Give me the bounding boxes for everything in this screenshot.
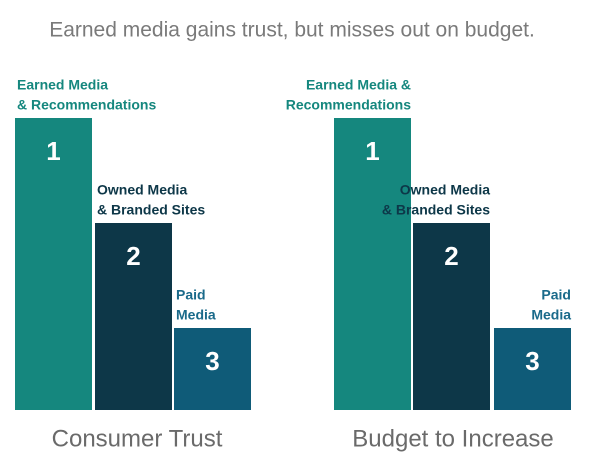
- bar-label: Owned Media: [97, 182, 187, 198]
- bar-label: Recommendations: [286, 97, 411, 113]
- rank-number: 2: [444, 241, 458, 271]
- rank-number: 1: [46, 136, 60, 166]
- bar-label: Media: [176, 307, 216, 323]
- title: Earned media gains trust, but misses out…: [49, 19, 535, 42]
- bar: [494, 328, 571, 410]
- rank-number: 3: [205, 346, 219, 376]
- bar-label: Media: [531, 307, 571, 323]
- group-label: Consumer Trust: [52, 425, 223, 452]
- bar: [95, 223, 172, 410]
- rank-number: 3: [525, 346, 539, 376]
- rank-number: 2: [126, 241, 140, 271]
- bar: [334, 118, 411, 410]
- bar-label: Earned Media: [17, 77, 108, 93]
- bar: [174, 328, 251, 410]
- bar: [15, 118, 92, 410]
- bar-label: & Recommendations: [17, 97, 156, 113]
- bar-label: & Branded Sites: [382, 202, 490, 218]
- bar-label: Earned Media &: [306, 77, 411, 93]
- group-label: Budget to Increase: [352, 425, 553, 452]
- bar-label: Paid: [176, 287, 206, 303]
- bar-label: & Branded Sites: [97, 202, 205, 218]
- bar: [413, 223, 490, 410]
- bar-label: Owned Media: [400, 182, 490, 198]
- rank-number: 1: [365, 136, 379, 166]
- bar-label: Paid: [541, 287, 571, 303]
